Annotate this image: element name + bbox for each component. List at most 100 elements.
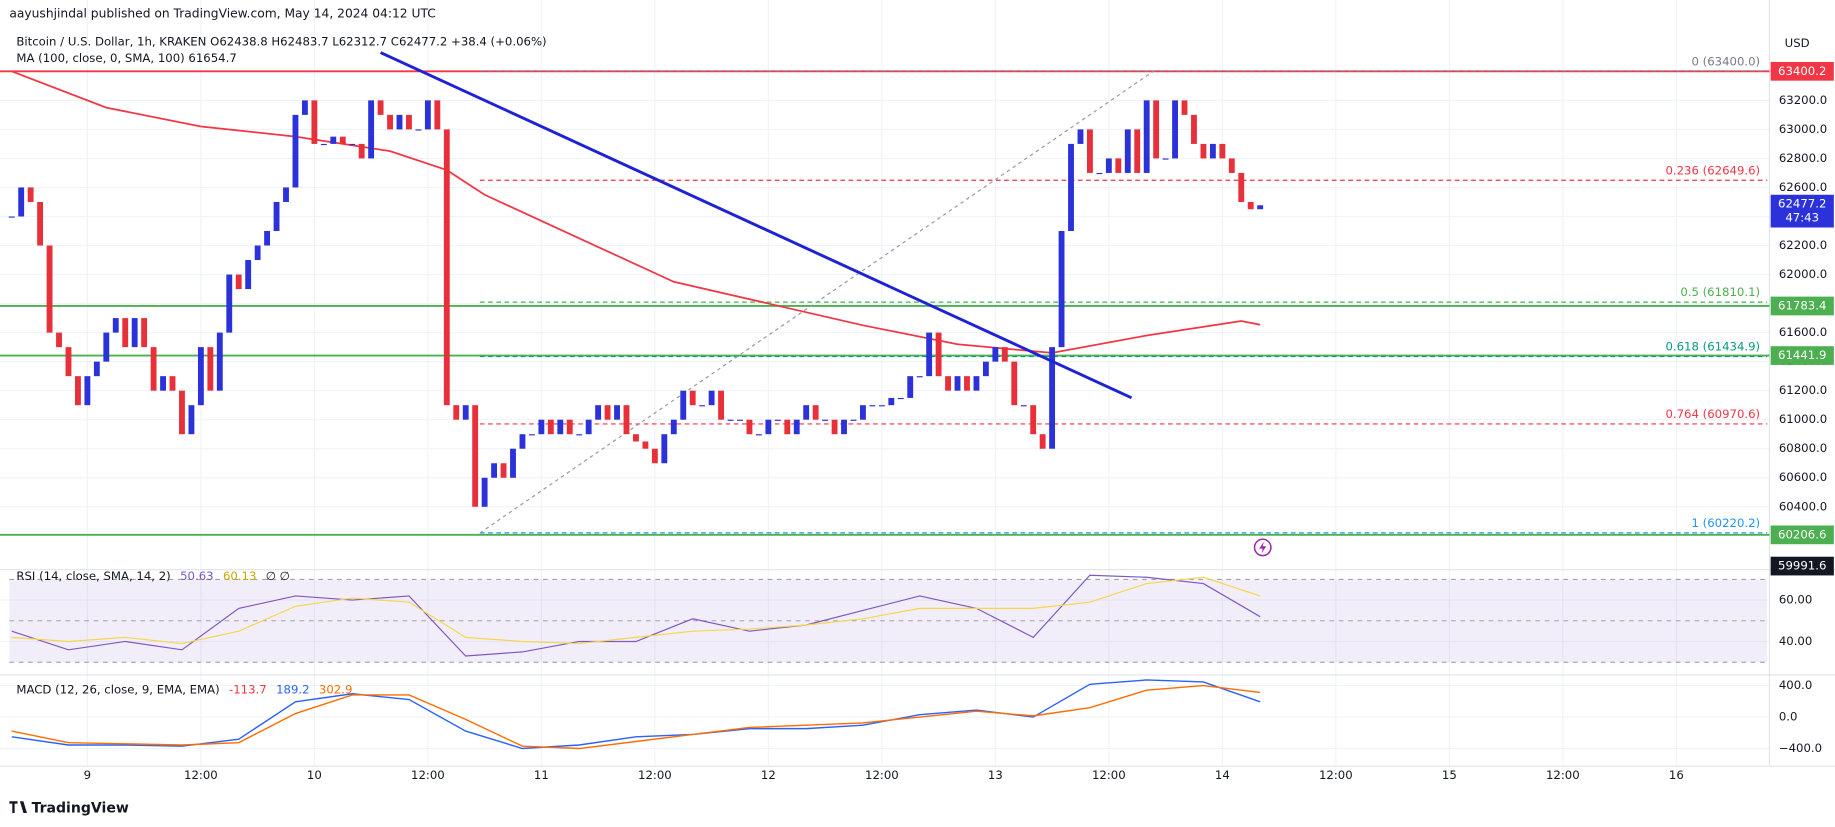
candle — [1096, 172, 1103, 175]
y-tick-label: 60400.0 — [1779, 499, 1827, 513]
indicator-legend: 50.63 — [180, 569, 213, 583]
candle — [56, 332, 62, 348]
x-tick-label: 10 — [307, 768, 322, 782]
candle — [188, 405, 195, 435]
candle — [8, 216, 15, 218]
y-tick-label: 62600.0 — [1779, 180, 1827, 194]
candle — [755, 434, 762, 436]
y-tick-label: 63000.0 — [1779, 122, 1827, 136]
y-tick-label: 61000.0 — [1779, 412, 1827, 426]
candle — [311, 100, 318, 144]
candle — [65, 347, 72, 377]
price-label-box — [1770, 556, 1834, 576]
candle — [358, 143, 365, 159]
last-price-box — [1770, 194, 1834, 228]
candle — [1001, 347, 1008, 362]
candle — [283, 187, 289, 202]
candle — [122, 318, 129, 348]
candle — [500, 463, 507, 478]
indicator-legend: 189.2 — [276, 683, 309, 697]
candle — [179, 390, 185, 435]
candle — [1068, 143, 1074, 232]
candle — [1238, 172, 1245, 202]
candle — [1172, 100, 1178, 159]
x-tick-label: 12:00 — [411, 768, 445, 782]
ma-line — [11, 70, 1261, 354]
candle — [765, 419, 772, 435]
x-tick-label: 13 — [988, 768, 1003, 782]
candle — [519, 434, 526, 449]
macd-line — [11, 684, 1261, 750]
candle — [453, 405, 460, 420]
x-tick-label: 12 — [761, 768, 776, 782]
candle — [1087, 129, 1093, 173]
candle — [727, 419, 734, 421]
candle — [301, 100, 308, 115]
indicator-legend: RSI (14, close, SMA, 14, 2) — [16, 569, 170, 583]
candle — [396, 114, 403, 130]
candle — [1257, 205, 1264, 210]
price-label-box — [1770, 346, 1834, 365]
candle — [822, 419, 829, 421]
candle — [292, 114, 299, 188]
candle — [784, 419, 791, 435]
fib-label: 0.236 (62649.6) — [1665, 163, 1760, 177]
price-label: 60206.6 — [1778, 527, 1826, 541]
candle — [377, 100, 384, 115]
candle — [368, 100, 375, 159]
candle — [197, 347, 204, 406]
candle — [254, 245, 261, 261]
candle — [245, 260, 252, 290]
candle — [746, 419, 753, 435]
candle — [1219, 143, 1226, 159]
candle — [633, 434, 639, 442]
candle — [897, 397, 904, 400]
candle — [803, 405, 810, 420]
symbol-title: Bitcoin / U.S. Dollar, 1h, KRAKEN O62438… — [16, 35, 546, 49]
candle — [406, 114, 412, 130]
candle — [538, 419, 545, 435]
x-tick-label: 11 — [534, 768, 549, 782]
candle — [1143, 100, 1150, 173]
candle — [131, 318, 138, 348]
currency: USD — [1785, 36, 1810, 50]
fib-diagonal — [479, 70, 1154, 534]
candle — [557, 419, 564, 435]
brand-logo — [9, 801, 27, 813]
brand: TradingView — [32, 800, 129, 816]
x-tick-label: 12:00 — [184, 768, 218, 782]
indicator-legend: 302.9 — [319, 683, 352, 697]
price-label-box — [1770, 525, 1834, 545]
fib-label: 0 (63400.0) — [1691, 54, 1760, 68]
ma-legend: MA (100, close, 0, SMA, 100) 61654.7 — [16, 51, 236, 65]
candle — [1049, 347, 1056, 449]
candle — [670, 419, 677, 435]
candle — [1209, 143, 1216, 159]
candle — [699, 405, 706, 407]
candle — [1039, 434, 1046, 449]
candle — [642, 441, 649, 449]
candle — [850, 419, 857, 421]
candle — [774, 419, 781, 421]
x-tick-label: 9 — [84, 768, 91, 782]
candle — [1124, 129, 1131, 173]
candle — [481, 477, 488, 507]
candle — [888, 397, 895, 406]
candle — [462, 405, 469, 420]
candle — [330, 136, 337, 144]
candle — [169, 376, 176, 391]
indicator-legend: 60.13 — [223, 569, 256, 583]
y-tick-label: 61200.0 — [1779, 383, 1827, 397]
candle — [737, 419, 743, 421]
candle — [150, 347, 157, 391]
candle — [1228, 158, 1235, 173]
candle — [878, 405, 885, 407]
candle — [1162, 158, 1169, 160]
candle — [273, 201, 280, 232]
last-price: 62477.2 — [1778, 197, 1826, 211]
candle — [831, 419, 838, 435]
candle — [992, 347, 999, 362]
